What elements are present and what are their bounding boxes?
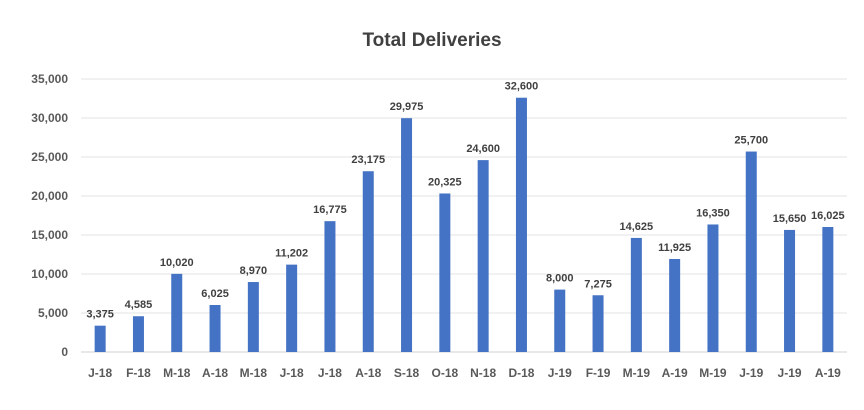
bar — [362, 171, 374, 352]
bar — [822, 227, 834, 352]
bar — [554, 289, 566, 352]
x-tick-label: M-19 — [623, 366, 651, 380]
x-tick-label: O-18 — [432, 366, 459, 380]
y-tick-label: 35,000 — [31, 72, 68, 86]
bar — [630, 237, 642, 352]
data-label: 25,700 — [734, 135, 768, 147]
data-label: 16,025 — [811, 210, 845, 222]
y-tick-label: 15,000 — [31, 228, 68, 242]
data-label: 29,975 — [390, 101, 424, 113]
data-label: 6,025 — [201, 288, 229, 300]
chart-title: Total Deliveries — [362, 30, 502, 51]
data-label: 20,325 — [428, 176, 462, 188]
x-tick-label: J-19 — [548, 366, 572, 380]
x-tick-label: N-18 — [470, 366, 496, 380]
x-tick-label: M-19 — [699, 366, 727, 380]
x-tick-label: J-19 — [739, 366, 763, 380]
data-label: 24,600 — [466, 143, 500, 155]
bar — [784, 229, 796, 352]
bar — [286, 264, 298, 352]
bar — [707, 224, 719, 352]
bar — [132, 316, 144, 352]
data-label: 10,020 — [160, 257, 194, 269]
y-tick-label: 0 — [61, 345, 68, 359]
y-tick-label: 30,000 — [31, 111, 68, 125]
bar — [401, 118, 413, 352]
data-label: 23,175 — [351, 154, 385, 166]
x-tick-label: D-18 — [508, 366, 534, 380]
x-tick-label: J-18 — [88, 366, 112, 380]
data-label: 11,202 — [275, 248, 308, 260]
x-tick-label: A-19 — [815, 366, 841, 380]
x-tick-label: J-18 — [280, 366, 304, 380]
data-label: 16,350 — [696, 207, 730, 219]
y-tick-label: 5,000 — [38, 306, 68, 320]
x-tick-label: M-18 — [163, 366, 191, 380]
x-tick-label: A-18 — [355, 366, 381, 380]
y-tick-label: 25,000 — [31, 150, 68, 164]
bar — [477, 160, 489, 352]
bar — [592, 295, 604, 352]
x-tick-label: A-18 — [202, 366, 228, 380]
data-label: 3,375 — [86, 309, 114, 321]
data-label: 8,970 — [240, 265, 268, 277]
y-tick-label: 20,000 — [31, 189, 68, 203]
data-label: 11,925 — [658, 242, 691, 254]
bar — [209, 305, 221, 352]
x-tick-label: S-18 — [394, 366, 420, 380]
data-label: 15,650 — [773, 213, 807, 225]
data-label: 7,275 — [584, 278, 612, 290]
bar — [247, 282, 259, 352]
x-tick-label: F-19 — [586, 366, 611, 380]
bar — [439, 193, 451, 352]
bar — [669, 258, 681, 352]
x-tick-label: J-18 — [318, 366, 342, 380]
x-tick-label: A-19 — [662, 366, 688, 380]
data-label: 32,600 — [505, 81, 539, 93]
x-tick-label: F-18 — [126, 366, 151, 380]
data-label: 14,625 — [620, 221, 654, 233]
x-tick-label: M-18 — [240, 366, 268, 380]
bar — [324, 221, 336, 352]
data-label: 4,585 — [125, 299, 153, 311]
bar — [745, 151, 757, 352]
data-label: 16,775 — [313, 204, 347, 216]
bar — [94, 325, 106, 352]
x-tick-label: J-19 — [778, 366, 802, 380]
y-tick-label: 10,000 — [31, 267, 68, 281]
bar — [515, 97, 527, 352]
data-label: 8,000 — [546, 273, 574, 285]
bar — [171, 273, 183, 352]
